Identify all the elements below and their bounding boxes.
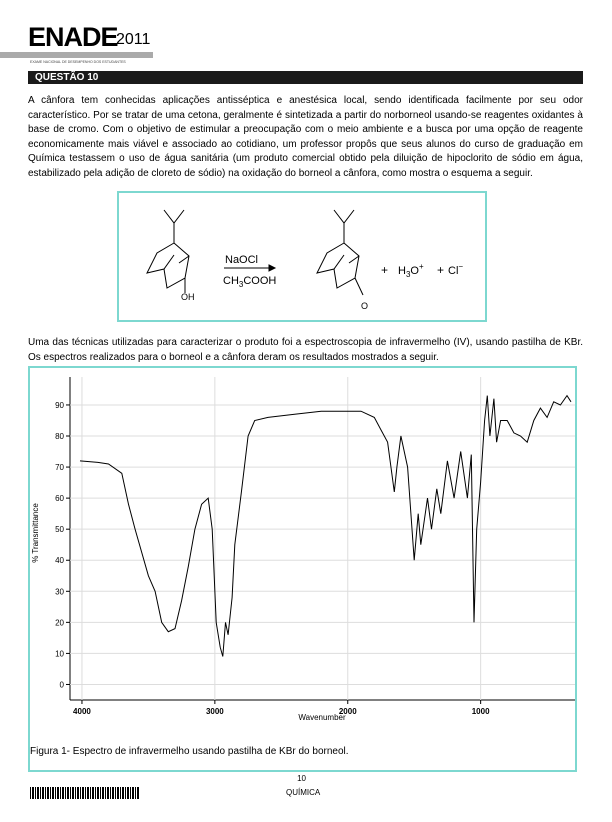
scheme-box [117, 191, 487, 322]
text: O [410, 265, 419, 277]
o-label: O [361, 301, 368, 311]
subject: QUÍMICA [286, 788, 321, 797]
reagent: NaOCl [225, 254, 258, 266]
x-tick-label: 3000 [206, 707, 224, 716]
y-tick-label: 40 [55, 556, 64, 565]
plus: + [437, 263, 444, 277]
subtitle: EXAME NACIONAL DE DESEMPENHO DOS ESTUDAN… [30, 60, 126, 64]
y-tick-label: 60 [55, 494, 64, 503]
hydronium: H3O+ [398, 262, 424, 279]
reaction-scheme: OH O NaOCl CH3COOH + H3O+ + Cl− [146, 209, 463, 311]
barcode [30, 787, 140, 799]
text: Cl [448, 265, 458, 277]
y-tick-label: 50 [55, 525, 64, 534]
y-tick-label: 80 [55, 432, 64, 441]
header-bar [0, 52, 153, 58]
x-axis-label: Wavenumber [298, 713, 346, 722]
spectrum-line [79, 394, 572, 657]
subscript: 3 [239, 280, 244, 289]
superscript: − [458, 262, 463, 271]
oh-label: OH [181, 292, 195, 302]
paragraph: Uma das técnicas utilizadas para caracte… [28, 337, 583, 363]
y-tick-label: 0 [60, 680, 65, 689]
x-tick-label: 1000 [472, 707, 490, 716]
figure-box [28, 366, 577, 772]
reagent: CH3COOH [223, 275, 276, 289]
paragraph: A cânfora tem conhecidas aplicações anti… [28, 95, 583, 179]
y-axis-label: % Transmittance [31, 503, 40, 563]
year: 2011 [116, 31, 151, 48]
text: CH [223, 275, 239, 287]
y-tick-label: 30 [55, 587, 64, 596]
chart: % Transmittance Wavenumber 0 10 20 30 40 50 60… [31, 377, 575, 722]
superscript: + [419, 262, 424, 271]
text: COOH [243, 275, 276, 287]
text: H [398, 265, 406, 277]
subscript: 3 [406, 270, 411, 279]
question-title: QUESTÃO 10 [35, 72, 99, 83]
page-number: 10 [297, 774, 306, 783]
plus: + [381, 263, 388, 277]
y-tick-label: 70 [55, 463, 64, 472]
brand: ENADE [28, 22, 119, 52]
y-tick-label: 20 [55, 618, 64, 627]
y-tick-label: 10 [55, 649, 64, 658]
caption: Figura 1- Espectro de infravermelho usan… [30, 746, 349, 757]
title-bar [28, 71, 583, 84]
chloride: Cl− [448, 262, 463, 277]
y-tick-label: 90 [55, 401, 64, 410]
x-tick-label: 4000 [73, 707, 91, 716]
x-tick-label: 2000 [339, 707, 357, 716]
